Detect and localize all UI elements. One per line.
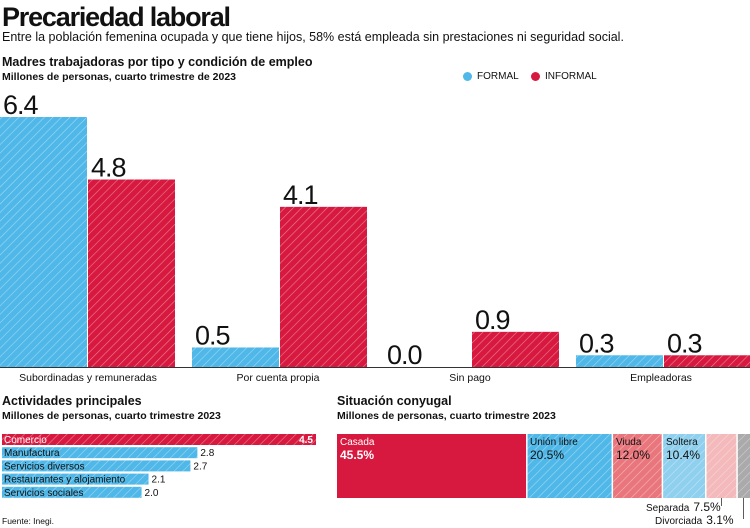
segment-label-soltera: Soltera 10.4% xyxy=(666,437,700,462)
bar-hatch xyxy=(88,179,175,367)
segment-value: 10.4% xyxy=(666,448,701,462)
segment-hatch xyxy=(737,434,750,498)
bar-hatch xyxy=(192,347,279,367)
segment-casada xyxy=(337,434,527,498)
segment-label-separada: Separada 7.5% xyxy=(646,501,721,515)
main-chart-title: Madres trabajadoras por tipo y condición… xyxy=(2,55,313,69)
page-subtitle: Entre la población femenina ocupada y qu… xyxy=(2,30,624,44)
hbar-value-label: 2.1 xyxy=(152,475,166,486)
marital-title: Situación conyugal xyxy=(337,394,452,408)
bar-value-label: 0.5 xyxy=(195,320,230,350)
segment-value: 3.1% xyxy=(706,513,734,527)
bar-value-label: 6.4 xyxy=(3,90,39,120)
legend-formal-dot xyxy=(463,72,472,81)
category-label: Empleadoras xyxy=(630,372,692,384)
segment-value: 20.5% xyxy=(530,448,565,462)
hbar-value-label: 2.8 xyxy=(200,448,214,459)
segment-hatch xyxy=(526,434,613,498)
main-chart-subtitle: Millones de personas, cuarto trimestre d… xyxy=(2,71,237,83)
segment-hatch xyxy=(612,434,663,498)
category-label: Por cuenta propia xyxy=(236,372,320,384)
hbar-category-label: Comercio xyxy=(4,435,47,446)
activities-subtitle: Millones de personas, cuarto trimestre 2… xyxy=(2,410,221,422)
bar-value-label: 0.9 xyxy=(475,305,510,335)
hbar-category-label: Restaurantes y alojamiento xyxy=(4,475,126,486)
hbar-category-label: Servicios diversos xyxy=(4,461,85,472)
bar-hatch xyxy=(472,331,559,367)
bar-hatch xyxy=(0,117,87,367)
bar-value-label: 0.3 xyxy=(667,328,702,358)
bar-hatch xyxy=(576,355,663,367)
category-label: Subordinadas y remuneradas xyxy=(19,372,157,384)
bar-value-label: 0.0 xyxy=(387,340,422,370)
legend-formal: FORMAL xyxy=(463,71,519,82)
segment-name: Unión libre xyxy=(530,437,578,448)
marital-status-chart xyxy=(337,434,750,519)
bar-hatch xyxy=(280,206,367,367)
main-bar-chart: 6.4 4.8 0.5 4.1 0.0 0.9 0.3 0.3 xyxy=(0,90,750,370)
hbar-hatch xyxy=(2,486,142,498)
activities-title: Actividades principales xyxy=(2,394,142,408)
bar-value-label: 4.1 xyxy=(283,180,318,210)
hbar-category-label: Manufactura xyxy=(4,448,60,459)
activities-bar-chart: Comercio 4.5 Manufactura 2.8 Servicios diver… xyxy=(2,434,316,499)
bar-value-label: 4.8 xyxy=(91,153,126,183)
bar-value-label: 0.3 xyxy=(579,328,614,358)
segment-name: Soltera xyxy=(666,437,698,448)
hbar-hatch xyxy=(2,473,149,485)
segment-label-casada: Casada 45.5% xyxy=(340,437,374,462)
marital-subtitle: Millones de personas, cuarto trimestre 2… xyxy=(337,410,556,422)
segment-label-viuda: Viuda 12.0% xyxy=(616,437,650,462)
segment-name: Casada xyxy=(340,437,375,448)
segment-value: 45.5% xyxy=(340,448,375,462)
legend-informal-label: INFORMAL xyxy=(545,71,597,82)
legend-informal-dot xyxy=(531,72,540,81)
segment-name: Separada xyxy=(646,503,690,514)
hbar-value-label: 2.0 xyxy=(145,488,159,499)
hbar-hatch xyxy=(2,434,316,445)
hbar-hatch xyxy=(2,460,191,472)
segment-hatch xyxy=(662,434,706,498)
source-note: Fuente: Inegi. xyxy=(2,516,54,526)
bar-hatch xyxy=(664,355,750,367)
category-label: Sin pago xyxy=(449,372,491,384)
segment-label-divorciada: Divorciada 3.1% xyxy=(655,514,734,528)
page-title: Precariedad laboral xyxy=(2,2,231,32)
segment-name: Divorciada xyxy=(655,516,703,527)
segment-value: 12.0% xyxy=(616,448,651,462)
segment-label-union-libre: Unión libre 20.5% xyxy=(530,437,578,462)
legend-informal: INFORMAL xyxy=(531,71,597,82)
segment-hatch xyxy=(705,434,738,498)
hbar-category-label: Servicios sociales xyxy=(4,488,83,499)
hbar-value-label: 4.5 xyxy=(299,435,313,446)
legend-formal-label: FORMAL xyxy=(477,71,519,82)
hbar-value-label: 2.7 xyxy=(193,461,207,472)
segment-name: Viuda xyxy=(616,437,642,448)
segment-value: 7.5% xyxy=(693,500,721,514)
hbar-hatch xyxy=(2,447,198,459)
